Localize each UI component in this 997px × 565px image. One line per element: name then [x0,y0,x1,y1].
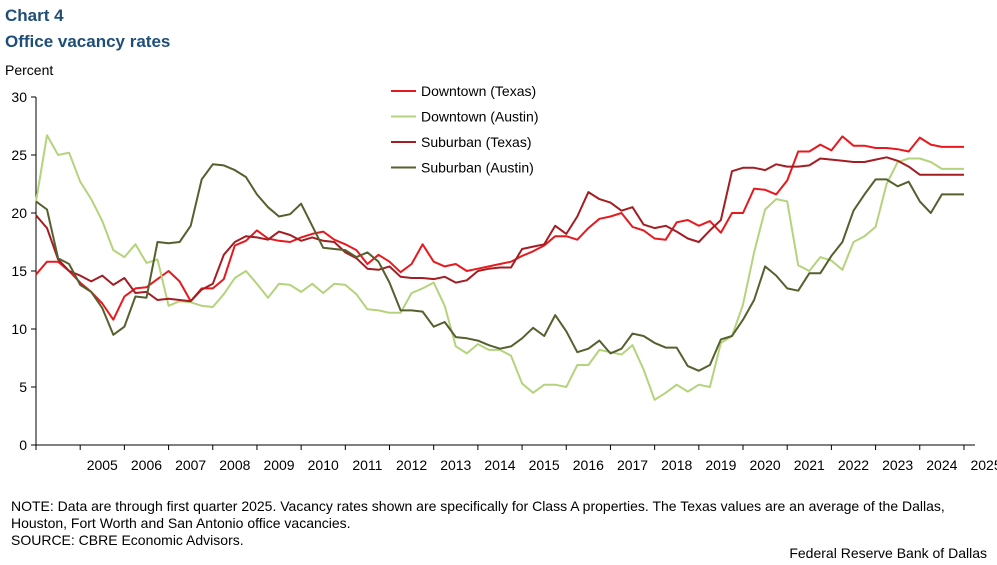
y-tick-label: 0 [19,437,27,453]
y-tick-label: 5 [19,379,27,395]
series-group [35,134,964,401]
legend-label: Downtown (Texas) [421,83,536,99]
y-axis-unit-label: Percent [5,62,54,78]
x-tick-label: 2017 [617,457,648,473]
legend: Downtown (Texas) Downtown (Austin) Suburba… [391,83,539,176]
x-tick-label: 2022 [838,457,869,473]
y-tick-label: 10 [11,321,27,337]
x-tick-label: 2025 [970,457,997,473]
footnote: NOTE: Data are through first quarter 202… [11,498,986,549]
series-line-downtown-austin [35,134,964,401]
x-tick-label: 2024 [926,457,957,473]
x-tick-label: 2023 [882,457,913,473]
y-tick-label: 15 [11,263,27,279]
y-tick-label: 20 [11,205,27,221]
chart-number: Chart 4 [5,6,64,25]
x-tick-label: 2021 [794,457,825,473]
note-text: NOTE: Data are through first quarter 202… [11,498,945,531]
legend-label: Suburban (Texas) [421,134,532,150]
x-tick-label: 2010 [308,457,339,473]
series-line-suburban-texas [35,156,964,303]
x-tick-label: 2012 [396,457,427,473]
x-tick-label: 2009 [263,457,294,473]
source-text: SOURCE: CBRE Economic Advisors. [11,532,244,548]
x-tick-label: 2006 [131,457,162,473]
chart-title: Office vacancy rates [5,32,171,51]
x-tick-label: 2015 [529,457,560,473]
x-tick-label: 2014 [484,457,515,473]
x-tick-label: 2007 [175,457,206,473]
legend-label: Downtown (Austin) [421,109,539,125]
x-tick-label: 2008 [219,457,250,473]
x-tick-label: 2016 [573,457,604,473]
x-tick-label: 2013 [440,457,471,473]
x-tick-label: 2011 [352,457,382,473]
series-line-suburban-austin [35,163,964,372]
x-tick-label: 2018 [661,457,692,473]
legend-label: Suburban (Austin) [421,160,534,176]
y-tick-label: 30 [11,89,27,105]
credit-text: Federal Reserve Bank of Dallas [789,545,987,561]
x-tick-label: 2020 [750,457,781,473]
x-tick-label: 2019 [705,457,736,473]
x-tick-label: 2005 [87,457,118,473]
y-tick-label: 25 [11,147,27,163]
